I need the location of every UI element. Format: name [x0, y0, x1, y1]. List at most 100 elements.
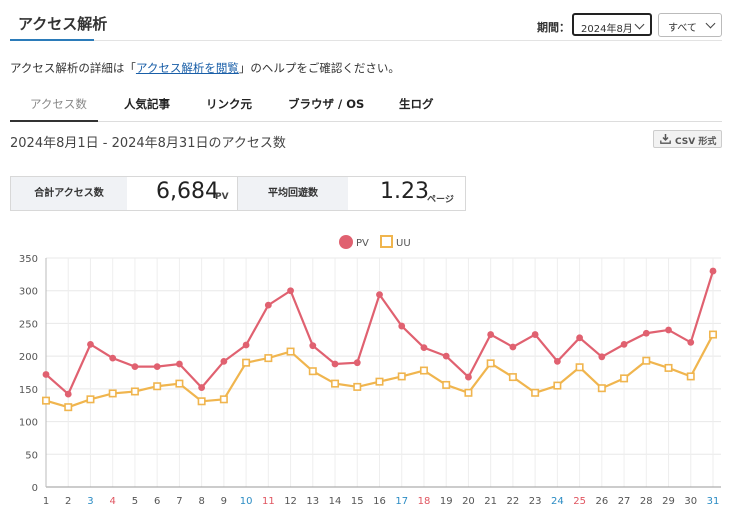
y-tick-label: 50 [25, 450, 38, 461]
x-tick-label: 15 [351, 496, 364, 507]
total-access-label: 合計アクセス数 [11, 177, 127, 210]
tab-browser-os[interactable]: ブラウザ / OS [288, 97, 365, 111]
uu-point [130, 387, 139, 396]
tab-access-count[interactable]: アクセス数 [30, 97, 87, 111]
tab-bar: アクセス数 人気記事 リンク元 ブラウザ / OS 生ログ [10, 88, 722, 122]
uu-point [108, 389, 117, 398]
x-tick-label: 20 [462, 496, 475, 507]
pv-point [87, 340, 94, 348]
x-tick-label: 19 [440, 496, 453, 507]
uu-point [642, 356, 651, 365]
tab-raw-log[interactable]: 生ログ [399, 97, 434, 111]
uu-point [686, 372, 695, 381]
x-tick-label: 21 [484, 496, 497, 507]
help-text-after: 」のヘルプをご確認ください。 [238, 61, 400, 75]
csv-export-button[interactable]: CSV 形式 [653, 130, 722, 148]
uu-point [175, 379, 184, 388]
filter-select[interactable]: すべて [658, 13, 722, 37]
x-tick-label: 26 [595, 496, 608, 507]
uu-point [664, 363, 673, 372]
x-tick-label: 27 [618, 496, 631, 507]
period-select-value: 2024年8月 [581, 24, 633, 35]
pv-point [331, 360, 339, 368]
tab-popular-articles[interactable]: 人気記事 [124, 97, 170, 111]
filter-select-value: すべて [668, 23, 697, 34]
x-tick-label: 16 [373, 496, 386, 507]
x-tick-label: 9 [221, 496, 227, 507]
pv-point [42, 371, 50, 378]
x-tick-label: 6 [154, 496, 160, 507]
y-tick-label: 250 [19, 319, 38, 330]
avg-pages-label: 平均回遊数 [237, 177, 348, 210]
x-tick-label: 29 [662, 496, 675, 507]
x-tick-label: 14 [329, 496, 342, 507]
uu-point [597, 384, 606, 393]
x-tick-label: 7 [176, 496, 182, 507]
avg-pages-value: 1.23 [380, 179, 429, 204]
tab-active-indicator [10, 120, 98, 122]
csv-button-label: CSV 形式 [675, 137, 717, 147]
uu-point [41, 396, 50, 405]
total-access-unit: PV [215, 192, 229, 202]
pv-point [220, 357, 228, 365]
uu-point [464, 388, 473, 397]
tab-divider [10, 121, 722, 122]
uu-point [442, 380, 451, 389]
uu-point [508, 373, 517, 382]
pv-point [598, 353, 606, 361]
period-label: 期間： [537, 21, 570, 34]
period-select[interactable]: 2024年8月 [572, 13, 652, 36]
pv-point [509, 343, 517, 351]
pv-point [620, 340, 628, 348]
pv-point [176, 360, 183, 368]
x-tick-label: 17 [395, 496, 408, 507]
x-tick-label: 5 [132, 496, 138, 507]
help-link[interactable]: アクセス解析を閲覧 [135, 61, 239, 75]
pv-point [687, 339, 695, 346]
x-tick-label: 18 [418, 496, 431, 507]
uu-point [486, 359, 495, 368]
chevron-down-icon [705, 18, 716, 29]
legend-uu-label: UU [396, 238, 411, 249]
x-tick-label: 1 [43, 496, 49, 507]
uu-point [553, 381, 562, 390]
title-accent-line [10, 39, 94, 41]
pv-point [153, 363, 161, 371]
tab-referrers[interactable]: リンク元 [206, 97, 252, 111]
x-tick-label: 13 [306, 496, 319, 507]
pv-point [287, 287, 294, 295]
uu-point [620, 374, 629, 383]
download-icon [660, 134, 671, 144]
y-tick-label: 200 [19, 352, 38, 363]
uu-point [242, 358, 251, 367]
x-tick-label: 3 [87, 496, 93, 507]
uu-point [575, 363, 584, 372]
pv-point [242, 341, 250, 349]
uu-point [219, 395, 228, 404]
x-tick-label: 8 [198, 496, 204, 507]
pv-point [64, 390, 72, 398]
pv-point [531, 331, 539, 338]
y-tick-label: 100 [19, 418, 38, 429]
uu-point [197, 397, 206, 406]
pv-point [665, 326, 672, 334]
uu-point [308, 367, 317, 376]
x-tick-label: 25 [573, 496, 586, 507]
y-tick-label: 300 [19, 287, 38, 298]
x-tick-label: 31 [707, 496, 720, 507]
pv-point [420, 344, 428, 352]
uu-point [419, 366, 428, 375]
uu-point [86, 395, 95, 404]
pv-point [465, 373, 472, 381]
x-tick-label: 30 [684, 496, 697, 507]
access-chart: 0 50 100 150 200 250 300 350 1 2 3 4 5 6 7 8 9 10 11 12 13 14… [0, 228, 732, 513]
x-tick-label: 24 [551, 496, 564, 507]
x-tick-label: 11 [262, 496, 275, 507]
pv-point [353, 359, 361, 367]
x-tick-label: 28 [640, 496, 653, 507]
legend-pv-marker [339, 235, 353, 249]
uu-point [531, 388, 540, 397]
x-tick-label: 22 [507, 496, 520, 507]
